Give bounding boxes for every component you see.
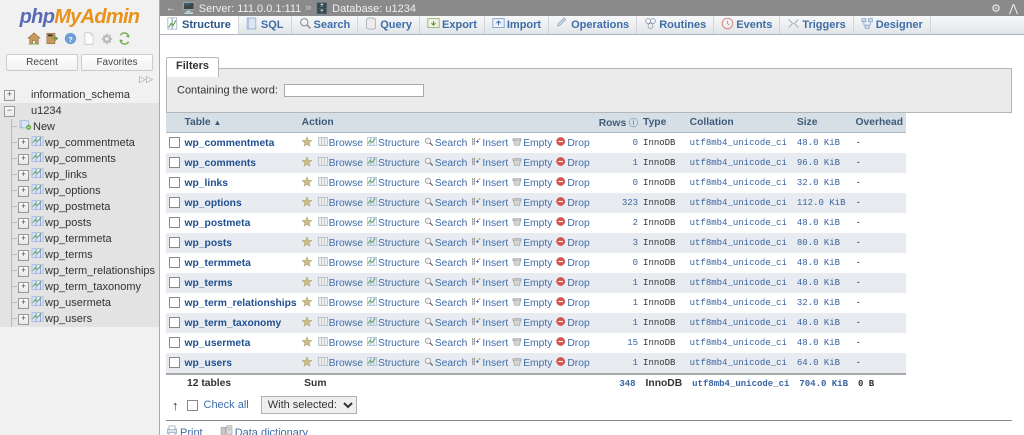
svg-text:?: ? [68,35,73,44]
